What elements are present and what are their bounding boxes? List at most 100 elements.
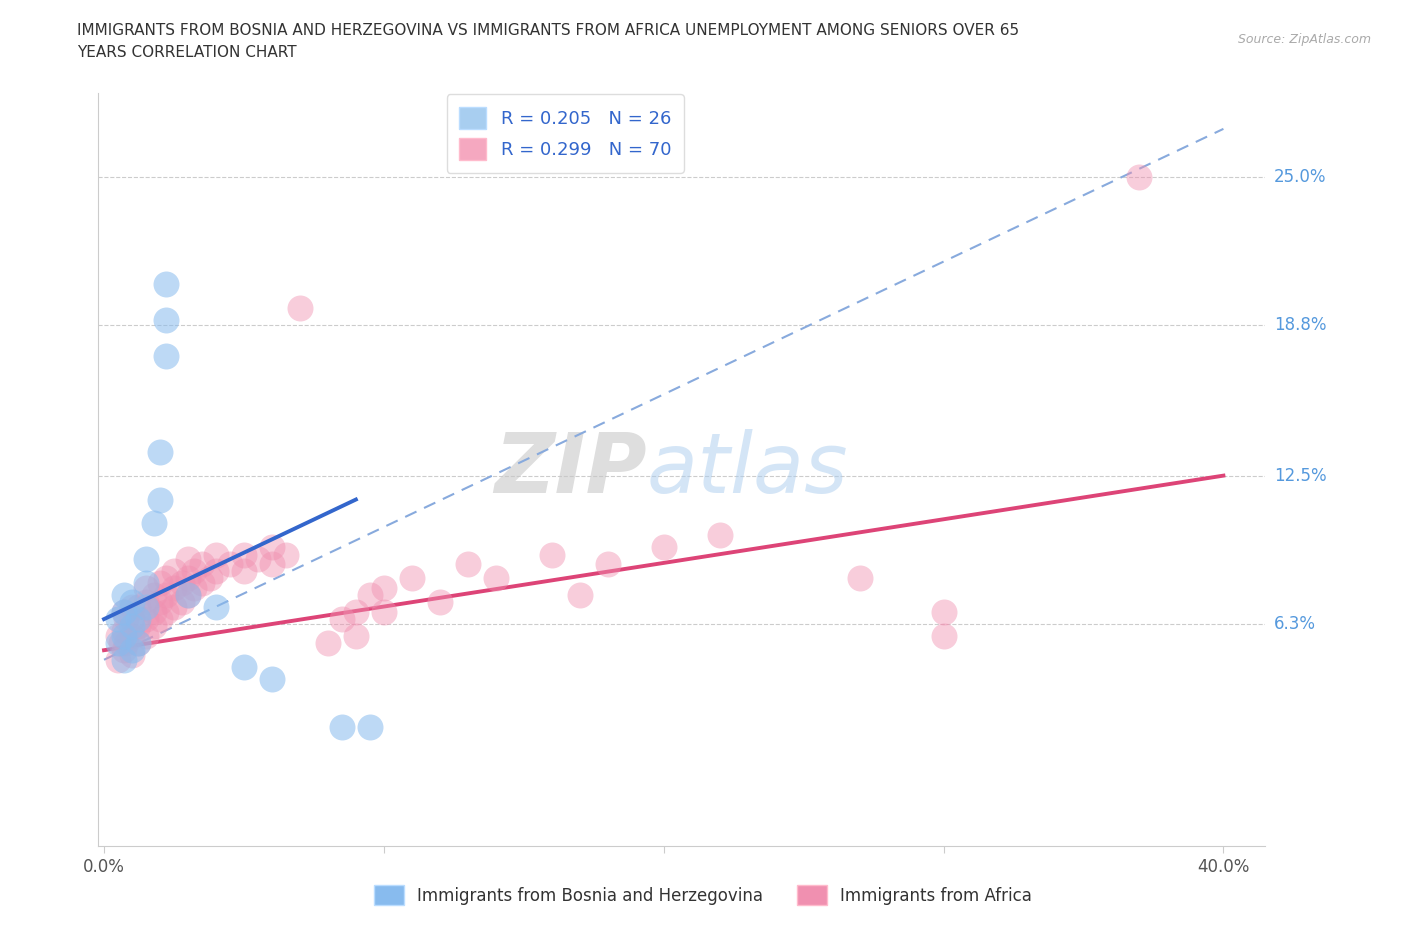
Point	[652, 540, 675, 555]
Point	[183, 580, 205, 595]
Point	[135, 600, 157, 615]
Point	[485, 571, 508, 586]
Point	[121, 612, 143, 627]
Point	[155, 571, 177, 586]
Point	[149, 492, 172, 507]
Text: IMMIGRANTS FROM BOSNIA AND HERZEGOVINA VS IMMIGRANTS FROM AFRICA UNEMPLOYMENT AM: IMMIGRANTS FROM BOSNIA AND HERZEGOVINA V…	[77, 23, 1019, 38]
Point	[107, 629, 129, 644]
Point	[260, 540, 283, 555]
Point	[316, 635, 339, 650]
Point	[246, 551, 269, 566]
Point	[540, 547, 562, 562]
Point	[709, 528, 731, 543]
Point	[260, 557, 283, 572]
Point	[932, 604, 955, 619]
Point	[288, 300, 311, 315]
Point	[112, 629, 135, 644]
Point	[330, 612, 353, 627]
Point	[127, 612, 149, 627]
Point	[932, 629, 955, 644]
Point	[373, 580, 395, 595]
Point	[127, 600, 149, 615]
Legend: Immigrants from Bosnia and Herzegovina, Immigrants from Africa: Immigrants from Bosnia and Herzegovina, …	[367, 878, 1039, 912]
Point	[149, 595, 172, 610]
Point	[177, 571, 200, 586]
Point	[359, 588, 381, 603]
Point	[568, 588, 591, 603]
Point	[112, 604, 135, 619]
Point	[457, 557, 479, 572]
Point	[359, 719, 381, 734]
Point	[260, 671, 283, 686]
Text: 25.0%: 25.0%	[1274, 167, 1326, 186]
Point	[121, 618, 143, 633]
Point	[233, 659, 256, 674]
Text: Source: ZipAtlas.com: Source: ZipAtlas.com	[1237, 33, 1371, 46]
Point	[177, 551, 200, 566]
Point	[143, 618, 166, 633]
Point	[112, 588, 135, 603]
Point	[149, 576, 172, 591]
Point	[205, 547, 228, 562]
Point	[107, 635, 129, 650]
Legend: R = 0.205   N = 26, R = 0.299   N = 70: R = 0.205 N = 26, R = 0.299 N = 70	[447, 95, 683, 173]
Point	[330, 719, 353, 734]
Point	[149, 612, 172, 627]
Point	[344, 604, 367, 619]
Point	[172, 576, 194, 591]
Text: 6.3%: 6.3%	[1274, 615, 1316, 633]
Point	[1128, 169, 1150, 184]
Point	[143, 604, 166, 619]
Point	[112, 624, 135, 639]
Point	[135, 580, 157, 595]
Point	[110, 635, 132, 650]
Point	[127, 618, 149, 633]
Point	[143, 516, 166, 531]
Point	[205, 600, 228, 615]
Text: 18.8%: 18.8%	[1274, 316, 1326, 334]
Point	[596, 557, 619, 572]
Point	[177, 588, 200, 603]
Point	[219, 557, 242, 572]
Point	[127, 635, 149, 650]
Point	[163, 564, 186, 578]
Point	[121, 643, 143, 658]
Point	[200, 571, 222, 586]
Point	[848, 571, 870, 586]
Point	[135, 576, 157, 591]
Point	[135, 551, 157, 566]
Point	[401, 571, 423, 586]
Point	[121, 647, 143, 662]
Point	[163, 600, 186, 615]
Point	[127, 635, 149, 650]
Text: YEARS CORRELATION CHART: YEARS CORRELATION CHART	[77, 45, 297, 60]
Point	[155, 312, 177, 327]
Point	[163, 580, 186, 595]
Point	[121, 629, 143, 644]
Point	[155, 277, 177, 292]
Point	[155, 588, 177, 603]
Point	[107, 612, 129, 627]
Point	[373, 604, 395, 619]
Point	[112, 643, 135, 658]
Point	[135, 595, 157, 610]
Point	[155, 604, 177, 619]
Point	[149, 445, 172, 459]
Text: atlas: atlas	[647, 429, 849, 511]
Point	[112, 604, 135, 619]
Point	[177, 588, 200, 603]
Point	[191, 557, 214, 572]
Point	[429, 595, 451, 610]
Point	[135, 612, 157, 627]
Point	[115, 612, 138, 627]
Point	[107, 652, 129, 667]
Point	[155, 349, 177, 364]
Text: ZIP: ZIP	[495, 429, 647, 511]
Point	[112, 652, 135, 667]
Point	[344, 629, 367, 644]
Point	[121, 600, 143, 615]
Point	[274, 547, 297, 562]
Point	[115, 635, 138, 650]
Point	[183, 564, 205, 578]
Point	[121, 595, 143, 610]
